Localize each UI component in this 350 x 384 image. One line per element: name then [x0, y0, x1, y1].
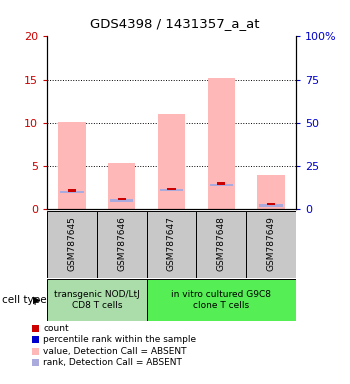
Bar [47, 211, 97, 278]
Text: ▶: ▶ [33, 295, 40, 305]
Text: cell type: cell type [2, 295, 46, 305]
Bar [246, 211, 296, 278]
Bar [257, 175, 285, 209]
Text: value, Detection Call = ABSENT: value, Detection Call = ABSENT [43, 347, 187, 356]
Bar [267, 203, 275, 205]
Bar [167, 188, 176, 190]
Text: count: count [43, 324, 69, 333]
Bar [108, 164, 135, 209]
Bar [160, 189, 183, 192]
Text: percentile rank within the sample: percentile rank within the sample [43, 335, 196, 344]
Text: GSM787648: GSM787648 [217, 216, 226, 271]
Bar [210, 184, 233, 186]
Text: rank, Detection Call = ABSENT: rank, Detection Call = ABSENT [43, 358, 182, 367]
Bar [68, 189, 76, 192]
Bar [259, 204, 282, 207]
Bar [217, 182, 225, 185]
Bar [58, 122, 86, 209]
Bar [110, 199, 133, 202]
Bar [147, 279, 296, 321]
Bar [147, 211, 196, 278]
Text: GSM787645: GSM787645 [68, 216, 77, 271]
Bar [196, 211, 246, 278]
Bar [97, 211, 147, 278]
Text: GSM787649: GSM787649 [266, 216, 275, 271]
Text: GDS4398 / 1431357_a_at: GDS4398 / 1431357_a_at [90, 17, 260, 30]
Text: GSM787646: GSM787646 [117, 216, 126, 271]
Bar [158, 114, 185, 209]
Bar [61, 191, 84, 193]
Bar [47, 279, 147, 321]
Text: GSM787647: GSM787647 [167, 216, 176, 271]
Bar [118, 198, 126, 200]
Text: in vitro cultured G9C8
clone T cells: in vitro cultured G9C8 clone T cells [171, 290, 271, 310]
Text: transgenic NOD/LtJ
CD8 T cells: transgenic NOD/LtJ CD8 T cells [54, 290, 140, 310]
Bar [208, 78, 235, 209]
